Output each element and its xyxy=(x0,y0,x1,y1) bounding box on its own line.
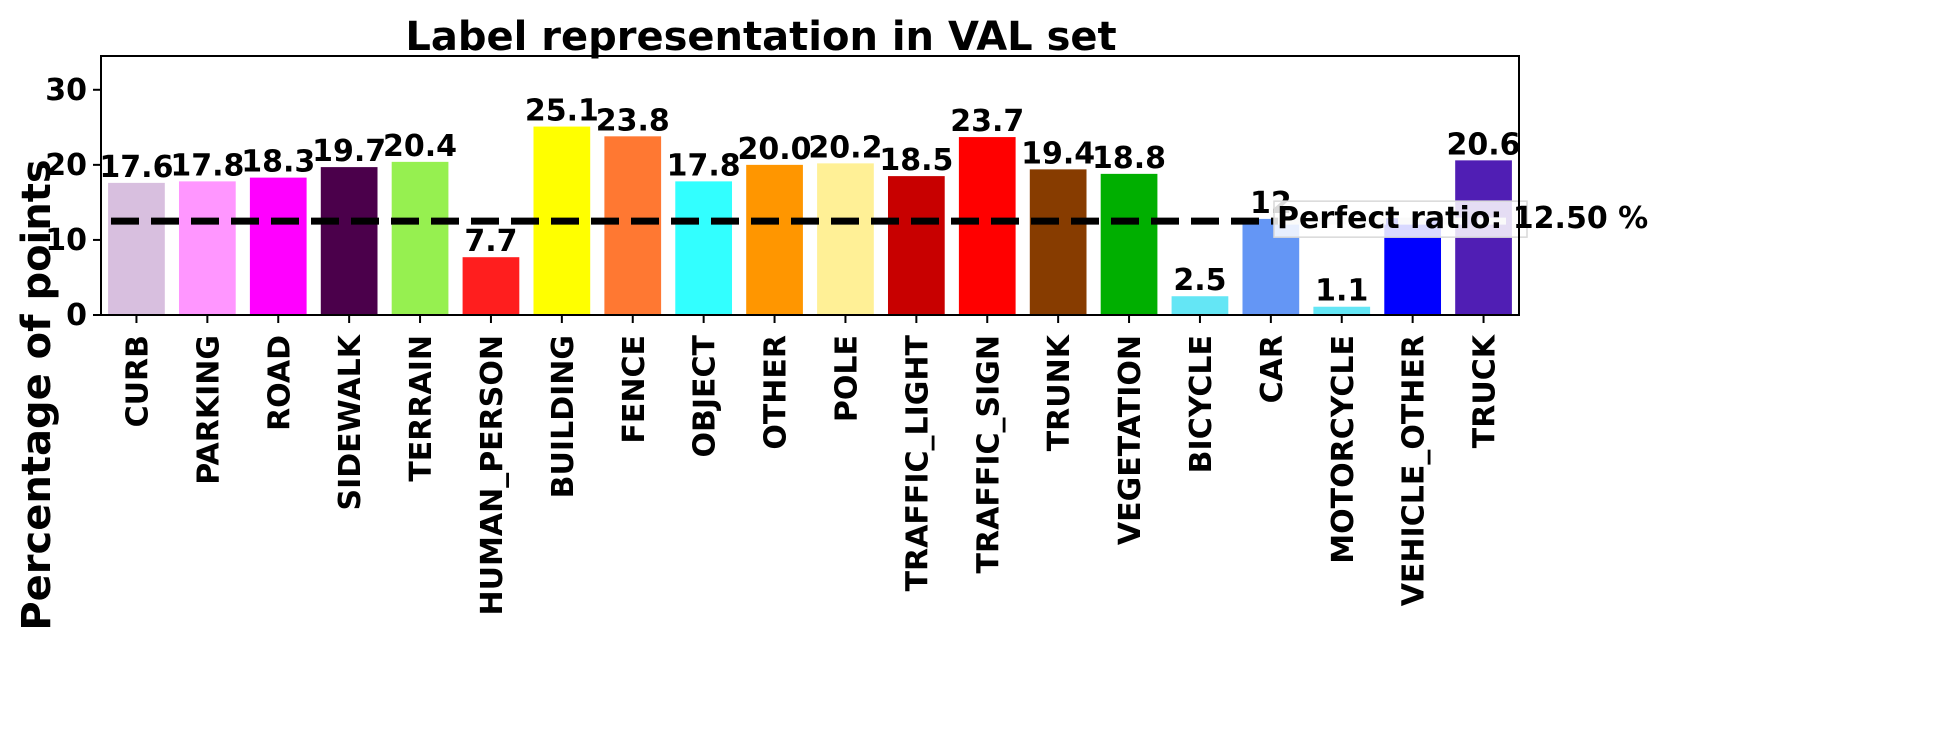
y-tick-label: 30 xyxy=(45,73,87,108)
x-tick-label-trunk: TRUNK xyxy=(1042,333,1077,451)
bars-layer xyxy=(108,126,1512,315)
x-tick-label-road: ROAD xyxy=(262,335,297,431)
plot-frame xyxy=(100,55,1520,316)
bar-pole xyxy=(817,163,874,315)
value-label-building: 25.1 xyxy=(525,94,599,129)
x-tick-label-curb: CURB xyxy=(120,335,155,427)
x-tick-label-sidewalk: SIDEWALK xyxy=(333,333,368,510)
x-tick-label-parking: PARKING xyxy=(191,335,226,485)
chart-title: Label representation in VAL set xyxy=(405,14,1116,60)
x-tick-label-fence: FENCE xyxy=(617,335,652,444)
value-label-curb: 17.6 xyxy=(99,150,173,185)
x-tick-label-pole: POLE xyxy=(829,335,864,422)
bar-curb xyxy=(108,182,165,315)
y-tick-label: 0 xyxy=(66,298,87,333)
x-tick-label-vehicle-other: VEHICLE_OTHER xyxy=(1397,335,1432,606)
x-tick-label-motorcycle: MOTORCYCLE xyxy=(1326,335,1361,564)
x-tick-label-object: OBJECT xyxy=(688,334,723,457)
value-label-terrain: 20.4 xyxy=(383,129,457,164)
bar-vegetation xyxy=(1100,173,1158,315)
axes-layer: 0 10 20 30 CURB PARKING ROAD SIDEWALK TERRAIN HUM… xyxy=(45,55,1520,615)
value-label-sidewalk: 19.7 xyxy=(312,134,386,169)
y-tick-label: 20 xyxy=(45,148,87,183)
value-label-traffic-sign: 23.7 xyxy=(950,104,1024,139)
bar-parking xyxy=(178,181,236,315)
value-label-road: 18.3 xyxy=(241,145,315,180)
bar-fence xyxy=(604,136,662,315)
bar-traffic-sign xyxy=(958,137,1016,315)
value-label-fence: 23.8 xyxy=(596,103,670,138)
bar-motorcycle xyxy=(1313,306,1371,315)
x-tick-label-car: CAR xyxy=(1255,335,1290,403)
x-tick-label-terrain: TERRAIN xyxy=(404,335,439,482)
y-tick-label: 10 xyxy=(45,223,87,258)
value-label-bicycle: 2.5 xyxy=(1173,263,1226,298)
x-tick-label-other: OTHER xyxy=(759,335,794,450)
value-label-other: 20.0 xyxy=(738,132,812,167)
x-tick-label-traffic-sign: TRAFFIC_SIGN xyxy=(971,335,1006,573)
value-label-motorcycle: 1.1 xyxy=(1315,274,1368,309)
value-labels-layer: 17.617.818.319.720.47.725.123.817.820.02… xyxy=(99,94,1648,309)
bar-bicycle xyxy=(1171,296,1229,315)
value-label-object: 17.8 xyxy=(667,148,741,183)
x-tick-label-human-person: HUMAN_PERSON xyxy=(475,335,510,615)
bar-trunk xyxy=(1029,169,1087,315)
bar-human-person xyxy=(462,257,520,315)
annotation-box xyxy=(1273,200,1528,238)
value-label-vegetation: 18.8 xyxy=(1092,141,1166,176)
value-label-trunk: 19.4 xyxy=(1021,136,1095,171)
y-axis-label: Percentage of points xyxy=(14,159,60,630)
bar-road xyxy=(249,177,307,315)
x-tick-label-bicycle: BICYCLE xyxy=(1184,335,1219,473)
x-tick-label-building: BUILDING xyxy=(546,335,581,498)
bar-object xyxy=(675,181,733,315)
bar-other xyxy=(746,164,803,315)
annotation-text: Perfect ratio: 12.50 % xyxy=(1277,201,1648,236)
x-tick-label-vegetation: VEGETATION xyxy=(1113,335,1148,545)
x-tick-label-truck: TRUCK xyxy=(1468,333,1503,448)
value-label-traffic-light: 18.5 xyxy=(879,143,953,178)
value-label-parking: 17.8 xyxy=(170,148,244,183)
bar-sidewalk xyxy=(320,167,378,315)
bar-terrain xyxy=(391,161,449,315)
value-label-pole: 20.2 xyxy=(808,130,882,165)
bar-traffic-light xyxy=(887,176,945,315)
value-label-truck: 20.6 xyxy=(1447,127,1521,162)
value-label-human-person: 7.7 xyxy=(464,224,517,259)
x-tick-label-traffic-light: TRAFFIC_LIGHT xyxy=(900,334,935,591)
